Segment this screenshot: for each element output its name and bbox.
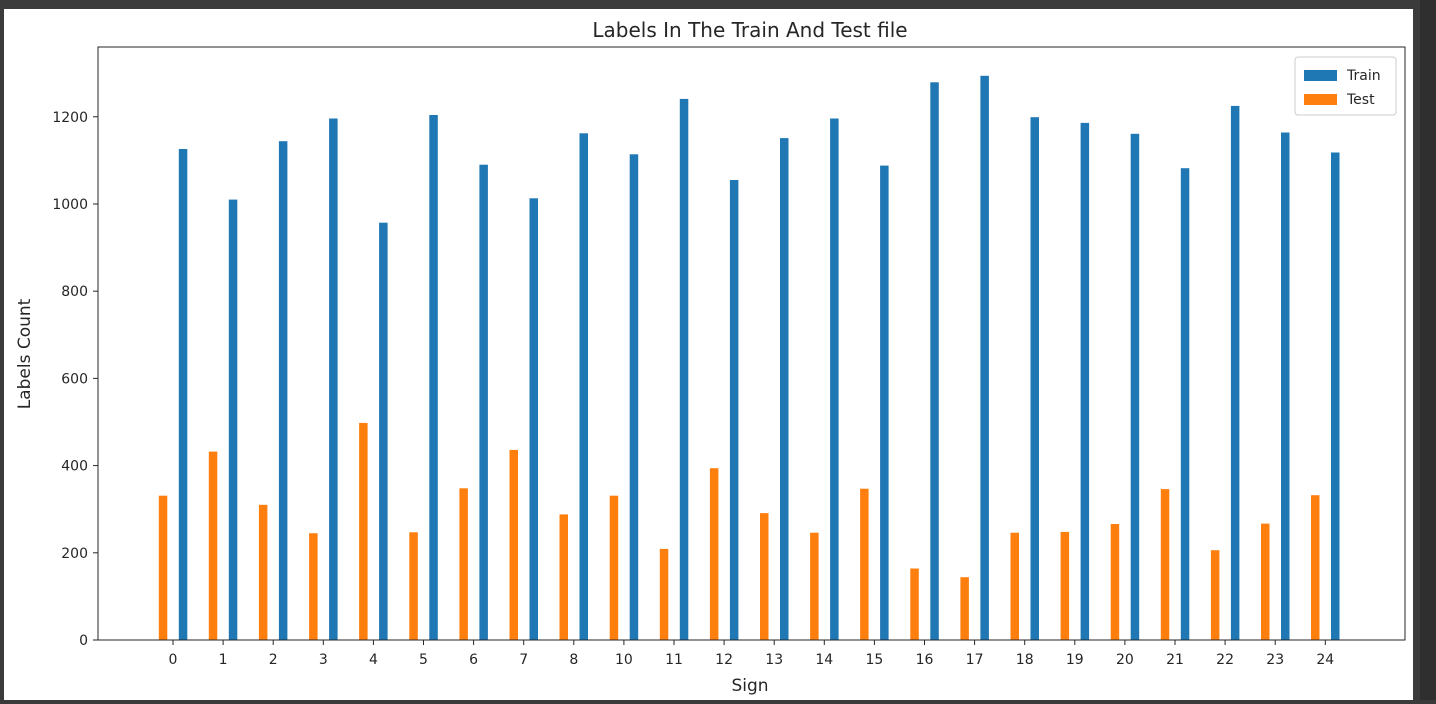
- x-tick-label: 8: [569, 652, 578, 668]
- x-tick-label: 15: [865, 652, 883, 668]
- bar-train-21: [1180, 168, 1190, 640]
- x-tick-label: 3: [319, 652, 328, 668]
- y-tick-label: 800: [61, 284, 88, 300]
- bar-train-16: [930, 82, 939, 641]
- bar-test-17: [960, 577, 969, 640]
- x-tick-label: 12: [715, 652, 733, 668]
- bar-train-15: [880, 165, 889, 640]
- bar-train-22: [1230, 105, 1240, 640]
- bar-train-17: [980, 75, 989, 641]
- bar-test-23: [1261, 523, 1270, 640]
- bar-train-7: [529, 198, 538, 641]
- bar-train-4: [379, 222, 388, 640]
- bar-test-24: [1311, 495, 1320, 640]
- x-tick-label: 19: [1066, 652, 1084, 668]
- bar-train-8: [579, 133, 588, 641]
- legend: Train Test: [1294, 56, 1397, 116]
- x-tick-label: 21: [1166, 652, 1184, 668]
- x-tick-label: 18: [1016, 652, 1034, 668]
- bar-train-5: [429, 115, 438, 640]
- bar-train-19: [1080, 122, 1090, 640]
- bar-train-6: [479, 164, 488, 640]
- x-tick-label: 1: [219, 652, 228, 668]
- legend-label-train: Train: [1346, 68, 1381, 84]
- legend-box: [1294, 56, 1397, 116]
- bar-test-11: [659, 548, 669, 640]
- y-axis-label: Labels Count: [15, 298, 35, 409]
- bar-test-4: [359, 422, 368, 640]
- bar-test-22: [1210, 550, 1220, 640]
- bar-test-16: [910, 568, 919, 640]
- bar-test-10: [609, 495, 619, 640]
- x-ticks-group: 0 1 2 3 4 5 6 7 8 10 11 12 13 14 15 16 17 18 19 20 21 22 23 24: [169, 640, 1334, 668]
- bar-test-19: [1060, 531, 1070, 640]
- vertical-scrollbar[interactable]: [1420, 0, 1436, 700]
- bar-train-1: [228, 199, 238, 640]
- bar-test-14: [810, 532, 819, 640]
- bar-train-23: [1281, 132, 1290, 640]
- legend-label-test: Test: [1346, 92, 1375, 108]
- y-tick-label: 600: [61, 371, 88, 387]
- legend-swatch-test: [1304, 94, 1337, 105]
- y-ticks-group: 0 200 400 600 800 1000 1200: [52, 110, 98, 649]
- x-tick-label: 23: [1266, 652, 1284, 668]
- y-tick-label: 400: [61, 459, 88, 475]
- bar-train-3: [329, 118, 338, 640]
- x-tick-label: 0: [169, 652, 178, 668]
- bar-test-7: [509, 449, 518, 640]
- x-tick-label: 17: [966, 652, 984, 668]
- x-tick-label: 13: [765, 652, 783, 668]
- x-tick-label: 11: [665, 652, 683, 668]
- x-tick-label: 5: [419, 652, 428, 668]
- legend-swatch-train: [1304, 70, 1337, 81]
- bar-train-18: [1030, 117, 1039, 640]
- bar-test-6: [459, 488, 468, 640]
- bar-test-21: [1160, 489, 1170, 640]
- x-tick-label: 10: [615, 652, 633, 668]
- bar-test-2: [258, 504, 268, 640]
- bar-test-12: [709, 468, 719, 640]
- y-tick-label: 0: [79, 633, 88, 649]
- x-tick-label: 14: [815, 652, 833, 668]
- bar-train-20: [1130, 133, 1140, 641]
- bar-train-13: [780, 138, 789, 640]
- x-tick-label: 2: [269, 652, 278, 668]
- bar-train-12: [729, 180, 739, 640]
- x-tick-label: 7: [519, 652, 528, 668]
- x-tick-label: 6: [469, 652, 478, 668]
- bar-test-20: [1110, 524, 1120, 640]
- bars-group: [158, 75, 1340, 641]
- chart-title: Labels In The Train And Test file: [592, 18, 907, 42]
- bar-train-10: [629, 154, 639, 641]
- bar-test-0: [158, 495, 168, 640]
- x-tick-label: 20: [1116, 652, 1134, 668]
- bar-test-13: [760, 513, 769, 640]
- x-tick-label: 24: [1316, 652, 1334, 668]
- y-tick-label: 1200: [52, 110, 88, 126]
- bar-train-24: [1331, 152, 1340, 640]
- bar-train-11: [679, 98, 689, 640]
- chart-panel: Labels In The Train And Test file Sign L…: [4, 9, 1413, 700]
- plot-area-border: [97, 46, 1406, 641]
- y-tick-label: 200: [61, 546, 88, 562]
- bar-train-0: [178, 149, 188, 640]
- bar-test-1: [208, 451, 218, 640]
- bar-train-14: [830, 118, 839, 640]
- bar-test-15: [860, 488, 869, 640]
- x-tick-label: 22: [1216, 652, 1234, 668]
- x-tick-label: 16: [916, 652, 934, 668]
- bar-train-2: [278, 141, 288, 640]
- bar-test-8: [559, 514, 568, 640]
- x-tick-label: 4: [369, 652, 378, 668]
- x-axis-label: Sign: [731, 676, 768, 696]
- y-tick-label: 1000: [52, 197, 88, 213]
- bar-test-3: [309, 533, 318, 640]
- bar-test-18: [1010, 532, 1019, 640]
- bar-chart: Labels In The Train And Test file Sign L…: [15, 18, 1406, 696]
- bar-test-5: [409, 532, 418, 640]
